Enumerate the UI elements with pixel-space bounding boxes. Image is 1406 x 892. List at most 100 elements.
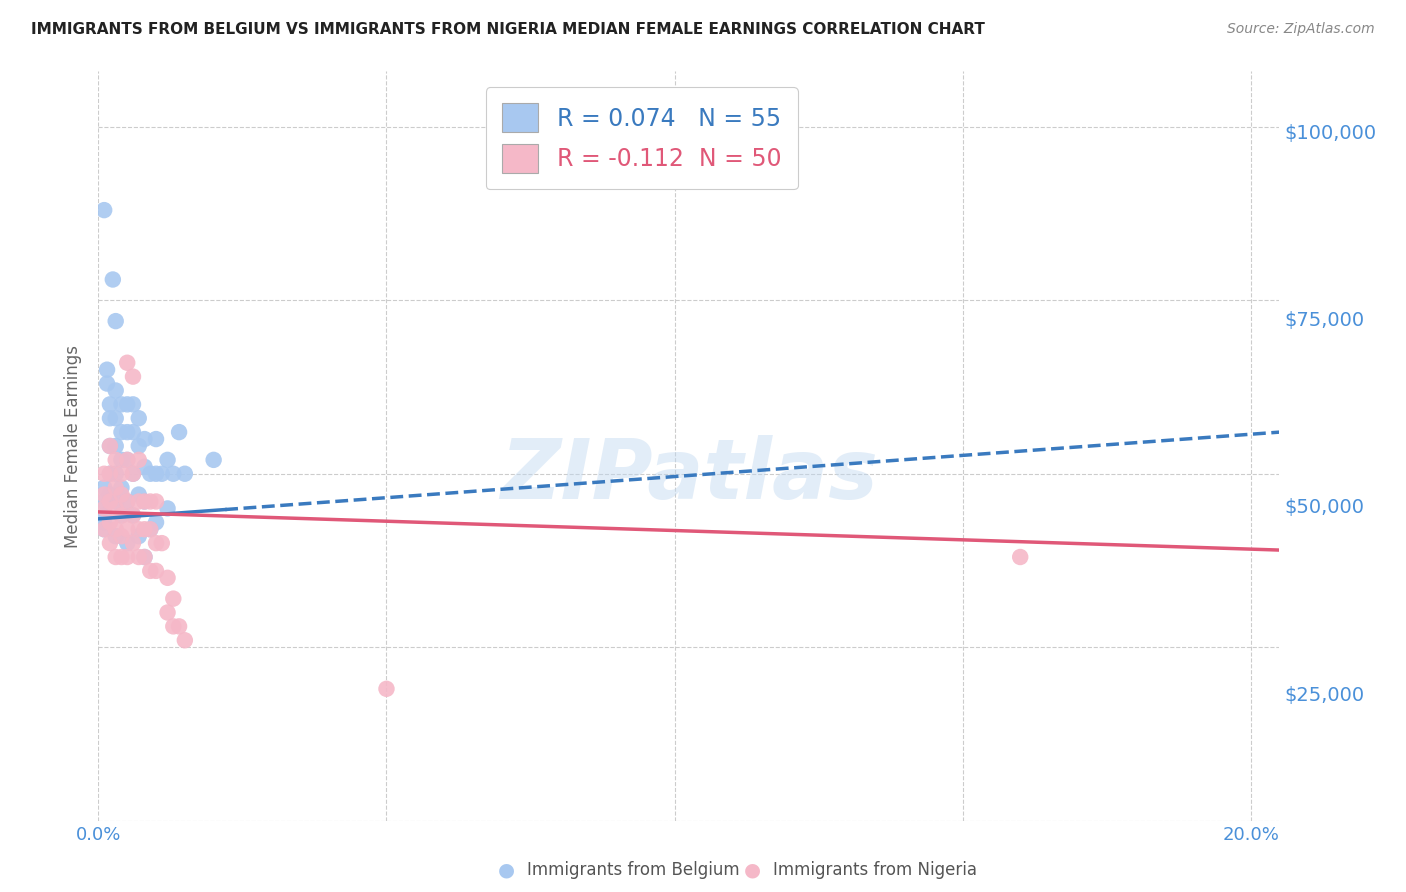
Point [98,494,121,508]
Point [104,384,127,398]
Text: ●: ● [744,860,761,880]
Point [134,494,156,508]
Text: Immigrants from Belgium: Immigrants from Belgium [527,861,740,879]
Point [115,453,138,467]
Point [145,494,167,508]
Point [93,467,115,481]
Point [128,529,150,543]
Point [98,467,121,481]
Point [145,564,167,578]
Point [134,549,156,564]
Point [145,432,167,446]
Point [156,571,179,585]
Point [150,536,173,550]
Point [145,536,167,550]
Text: ●: ● [498,860,515,880]
Point [110,425,132,439]
Point [93,487,115,501]
Point [162,467,184,481]
Point [122,467,145,481]
Point [104,522,127,536]
Point [110,397,132,411]
Point [104,467,127,481]
Point [115,356,138,370]
Point [150,467,173,481]
Point [110,508,132,523]
Point [134,494,156,508]
Text: Source: ZipAtlas.com: Source: ZipAtlas.com [1227,22,1375,37]
Point [93,501,115,516]
Point [110,453,132,467]
Point [110,549,132,564]
Point [173,633,195,648]
Point [162,619,184,633]
Point [110,481,132,495]
Point [115,549,138,564]
Point [98,439,121,453]
Point [115,425,138,439]
Point [93,508,115,523]
Point [134,432,156,446]
Point [139,564,162,578]
Point [115,453,138,467]
Point [98,411,121,425]
Point [104,439,127,453]
Point [110,467,132,481]
Point [173,467,195,481]
Point [93,522,115,536]
Point [122,425,145,439]
Point [139,522,162,536]
Point [110,529,132,543]
Point [156,606,179,620]
Point [104,453,127,467]
Point [101,272,124,286]
Legend: R = 0.074   N = 55, R = -0.112  N = 50: R = 0.074 N = 55, R = -0.112 N = 50 [485,87,797,189]
Point [156,453,179,467]
Text: Immigrants from Nigeria: Immigrants from Nigeria [773,861,977,879]
Point [145,467,167,481]
Text: IMMIGRANTS FROM BELGIUM VS IMMIGRANTS FROM NIGERIA MEDIAN FEMALE EARNINGS CORREL: IMMIGRANTS FROM BELGIUM VS IMMIGRANTS FR… [31,22,984,37]
Point [115,536,138,550]
Point [128,411,150,425]
Point [115,494,138,508]
Point [139,467,162,481]
Point [122,467,145,481]
Point [104,411,127,425]
Point [167,619,190,633]
Point [128,453,150,467]
Point [139,522,162,536]
Point [115,494,138,508]
Point [93,203,115,218]
Point [104,501,127,516]
Y-axis label: Median Female Earnings: Median Female Earnings [65,344,83,548]
Point [162,591,184,606]
Point [156,501,179,516]
Text: ZIPatlas: ZIPatlas [501,435,877,516]
Point [134,522,156,536]
Point [128,439,150,453]
Point [122,508,145,523]
Point [145,516,167,530]
Point [104,314,127,328]
Point [128,494,150,508]
Point [104,481,127,495]
Point [167,425,190,439]
Point [202,453,225,467]
Point [96,376,118,391]
Point [98,536,121,550]
Point [122,369,145,384]
Point [122,508,145,523]
Point [93,522,115,536]
Point [98,397,121,411]
Point [375,681,398,696]
Point [134,549,156,564]
Point [98,516,121,530]
Point [93,516,115,530]
Point [98,439,121,453]
Point [93,481,115,495]
Point [128,549,150,564]
Point [104,549,127,564]
Point [115,397,138,411]
Point [104,529,127,543]
Point [98,467,121,481]
